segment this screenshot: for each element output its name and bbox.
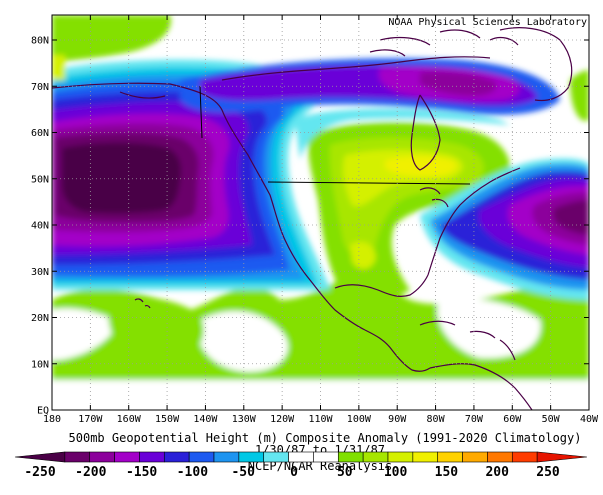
lat-label: EQ [37, 406, 49, 417]
colorbar-swatch [64, 451, 91, 463]
map-title: 500mb Geopotential Height (m) Composite … [69, 431, 582, 445]
neutral-region-east [437, 298, 541, 359]
lon-label: 70W [465, 414, 484, 425]
political-borders [199, 85, 471, 185]
longitude-labels: 180 170W 160W 150W 140W 130W 120W 110W 100W 90W 80… [43, 414, 599, 425]
graticule [52, 15, 589, 410]
neutral-region-south [197, 311, 289, 372]
great-lakes [419, 187, 449, 208]
alaska-peninsula [119, 91, 166, 99]
lon-label: 170W [78, 414, 103, 425]
arctic-islands [369, 29, 519, 57]
colorbar-arrow-high [536, 451, 588, 463]
lon-label: 150W [155, 414, 180, 425]
lon-label: 110W [308, 414, 333, 425]
colorbar-tick-label: 100 [384, 465, 408, 480]
central-america-coast [364, 329, 431, 372]
lon-label: 100W [347, 414, 372, 425]
colorbar-tick-label: 150 [435, 465, 459, 480]
hawaii-islands [134, 298, 151, 309]
ridge-southern-lobe [350, 241, 376, 270]
canada-trough-core [420, 71, 497, 96]
gulf-coast [334, 274, 429, 297]
south-america-coast [429, 363, 533, 410]
colorbar-swatch [387, 451, 414, 463]
anomaly-contours [52, 15, 589, 410]
colorbar-swatch [313, 451, 339, 463]
lon-label: 90W [388, 414, 407, 425]
credit-label: NOAA Physical Sciences Laboratory [388, 17, 587, 28]
lat-label: 20N [31, 313, 49, 324]
colorbar-tick-label: -150 [126, 465, 157, 480]
lon-label: 130W [232, 414, 257, 425]
colorbar-swatch [114, 451, 140, 463]
lon-label: 50W [542, 414, 561, 425]
colorbar-tick-label: -200 [75, 465, 106, 480]
map-panel [52, 15, 589, 410]
lat-label: 40N [31, 221, 49, 232]
colorbar-swatch [412, 451, 439, 463]
lat-label: 60N [31, 128, 49, 139]
colorbar-swatch [511, 451, 538, 463]
northwest-ridge [52, 15, 171, 62]
southwest-ridge [107, 296, 204, 363]
colorbar-swatch [263, 451, 289, 463]
lat-label: 70N [31, 82, 49, 93]
north-america-west-coast [52, 82, 366, 331]
pacific-trough-core [62, 142, 181, 214]
northwest-ridge-yellow [52, 55, 65, 80]
colorbar-swatch [213, 451, 240, 463]
lon-label: 160W [117, 414, 142, 425]
data-source: NCEP/NCAR Reanalysis [248, 459, 393, 473]
colorbar-arrow-low [14, 451, 66, 463]
neutral-region-west [52, 308, 120, 360]
lat-label: 30N [31, 267, 49, 278]
colorbar-swatch [238, 451, 265, 463]
greenland-coast [499, 27, 573, 102]
colorbar-tick-label: -250 [24, 465, 55, 480]
coastlines [52, 27, 573, 410]
ridge-core [385, 156, 457, 177]
colorbar-swatch [139, 451, 165, 463]
colorbar-tick-label: 50 [337, 465, 353, 480]
lat-label: 10N [31, 359, 49, 370]
latitude-labels: 80N 70N 60N 50N 40N 30N 20N 10N EQ [31, 36, 49, 417]
axis-ticks [51, 15, 590, 411]
colorbar-swatch [462, 451, 488, 463]
colorbar-tick-label: 250 [536, 465, 560, 480]
colorbar-tick-label: 200 [485, 465, 509, 480]
lat-label: 80N [31, 36, 49, 47]
colorbar-labels: -250 -200 -150 -100 -50 0 50 100 150 200 250 [24, 465, 560, 480]
colorbar-swatch [188, 451, 215, 463]
colorbar-swatch [362, 451, 389, 463]
trough-ring-light [295, 108, 510, 160]
lon-label: 120W [270, 414, 295, 425]
lon-label: 60W [503, 414, 522, 425]
colorbar-swatch [487, 451, 513, 463]
atlantic-trough-core [553, 200, 589, 235]
colorbar [14, 451, 588, 463]
alaska-canada-border [199, 85, 203, 139]
lon-label: 180 [43, 414, 61, 425]
colorbar-swatch [89, 451, 115, 463]
northeast-ridge [570, 70, 589, 121]
east-coast [427, 167, 521, 276]
us-canada-border [267, 181, 471, 185]
colorbar-swatch [288, 451, 314, 463]
colorbar-tick-label: 0 [290, 465, 298, 480]
caribbean-islands [419, 320, 516, 361]
colorbar-swatch [437, 451, 463, 463]
hudson-bay [410, 94, 441, 171]
lon-label: 40W [580, 414, 599, 425]
colorbar-tick-label: -50 [231, 465, 255, 480]
lat-label: 50N [31, 174, 49, 185]
colorbar-swatch [163, 451, 190, 463]
canada-northern-coast [221, 56, 491, 81]
colorbar-tick-label: -100 [177, 465, 208, 480]
lon-label: 80W [427, 414, 446, 425]
colorbar-swatch [337, 451, 364, 463]
lon-label: 140W [193, 414, 218, 425]
